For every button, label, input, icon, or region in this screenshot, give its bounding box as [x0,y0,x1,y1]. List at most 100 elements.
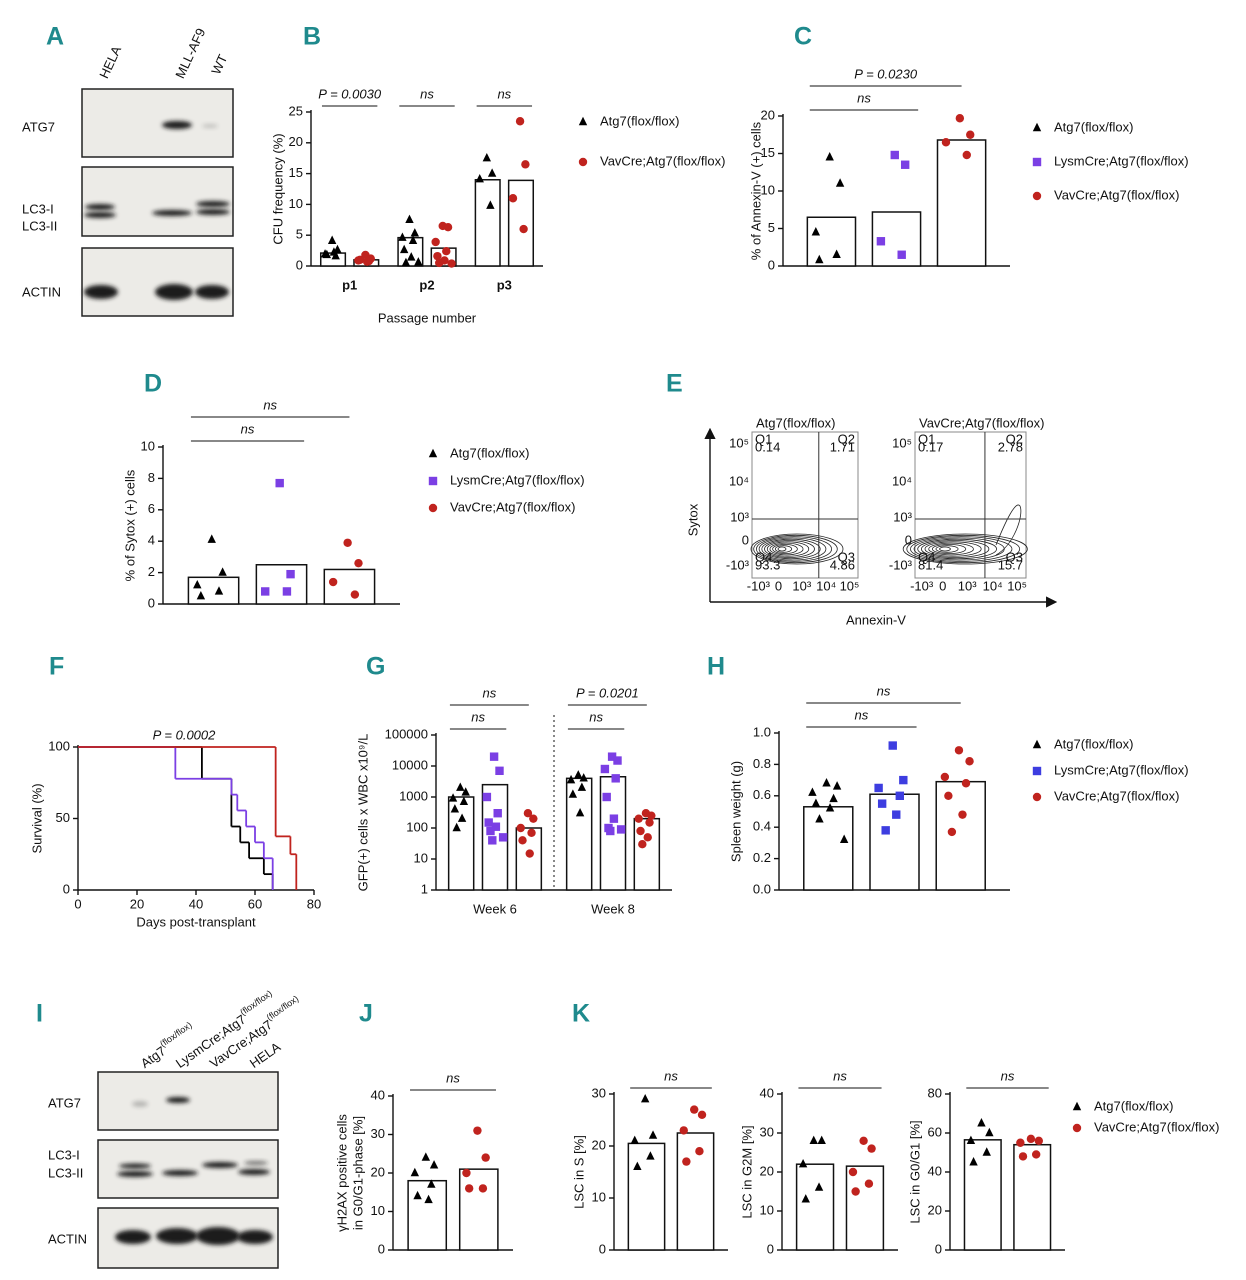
y-tick-label: 40 [760,1085,774,1100]
flow-y-label: Sytox [685,503,700,536]
legend-marker [1032,122,1042,132]
point [966,1135,976,1144]
significance-label: ns [877,683,891,698]
point [940,772,950,782]
point [815,814,824,823]
point [196,590,206,600]
band [84,285,118,299]
point [1034,1136,1044,1146]
point [801,1194,810,1203]
y-axis-label: GFP(+) cells x WBC x10⁹/L [355,734,370,892]
point [521,160,530,169]
legend-marker [1032,191,1042,201]
point [484,818,493,827]
blot-i: Atg7(flox/flox) LysmCre;Atg7(flox/flox) … [48,989,301,1269]
point [414,257,423,266]
y-tick-label: 80 [928,1085,942,1100]
y-tick-label: 20 [371,1164,385,1179]
contour [753,534,838,564]
x-tick-label: p3 [497,277,512,292]
bar [935,780,986,891]
point [982,1147,991,1156]
x-tick-label: 80 [307,896,321,911]
x-axis-label: Days post-transplant [136,914,256,929]
point [679,1126,688,1135]
band [196,209,230,215]
row-label: ACTIN [22,284,61,299]
y-axis-label: LSC in G0/G1 [%] [907,1120,922,1223]
flow-y-tick: 0 [742,532,749,547]
point [401,257,411,267]
point [433,251,442,261]
point [647,811,656,820]
point [343,538,352,547]
y-tick-label: 10 [592,1189,606,1204]
point [961,779,971,788]
point [817,1135,826,1144]
blot-strip [81,88,234,158]
point [493,809,502,818]
point [690,1105,699,1114]
flow-y-tick: -10³ [889,557,913,572]
significance-label: ns [420,86,434,101]
flow-x-tick: 0 [775,578,782,593]
band [195,285,229,299]
point [895,791,904,800]
band [237,1230,273,1244]
y-tick-label: 8 [148,470,155,485]
point [448,793,458,802]
significance-label: ns [483,685,497,700]
panel-label: C [794,23,812,51]
row-label: ACTIN [48,1231,87,1246]
point [442,247,451,256]
point [985,1127,994,1137]
point [811,798,821,807]
point [566,774,576,784]
lane-sup: (flox/flox) [158,1020,194,1049]
point [327,235,337,244]
significance-label: ns [855,707,869,722]
point [648,1130,658,1139]
point [890,150,899,160]
point [405,214,414,223]
point [962,150,971,160]
legend-marker [1032,739,1042,749]
point [447,259,456,268]
band [152,210,192,216]
point [518,836,527,845]
quadrant-name: Q1 [918,431,935,446]
contour [758,537,827,561]
point [207,534,216,543]
y-tick-label: 30 [760,1124,774,1139]
point [498,833,508,842]
point [486,826,495,836]
point [876,237,886,246]
flow-x-tick: 10³ [958,578,977,593]
contour [917,538,997,560]
band [162,121,192,129]
point [888,741,897,750]
row-label: ATG7 [48,1095,81,1110]
contour [756,536,833,562]
contour [761,538,821,560]
point [282,587,292,596]
band [162,1170,198,1176]
bar [1013,1143,1052,1251]
band [196,1227,240,1245]
flow-box [914,431,1027,579]
point [355,255,365,265]
point [695,1147,704,1156]
point [607,752,617,761]
point [867,1144,876,1153]
contour [769,542,804,556]
point [515,117,525,126]
quadrant-value: 81.4 [918,557,943,572]
y-tick-label: 20 [928,1202,942,1217]
legend-label: Atg7(flox/flox) [450,445,529,460]
point [421,1152,431,1161]
contour [750,533,844,565]
significance-label: ns [833,1068,847,1083]
y-axis-label: LSC in G2M [%] [739,1125,754,1218]
point [955,114,965,123]
